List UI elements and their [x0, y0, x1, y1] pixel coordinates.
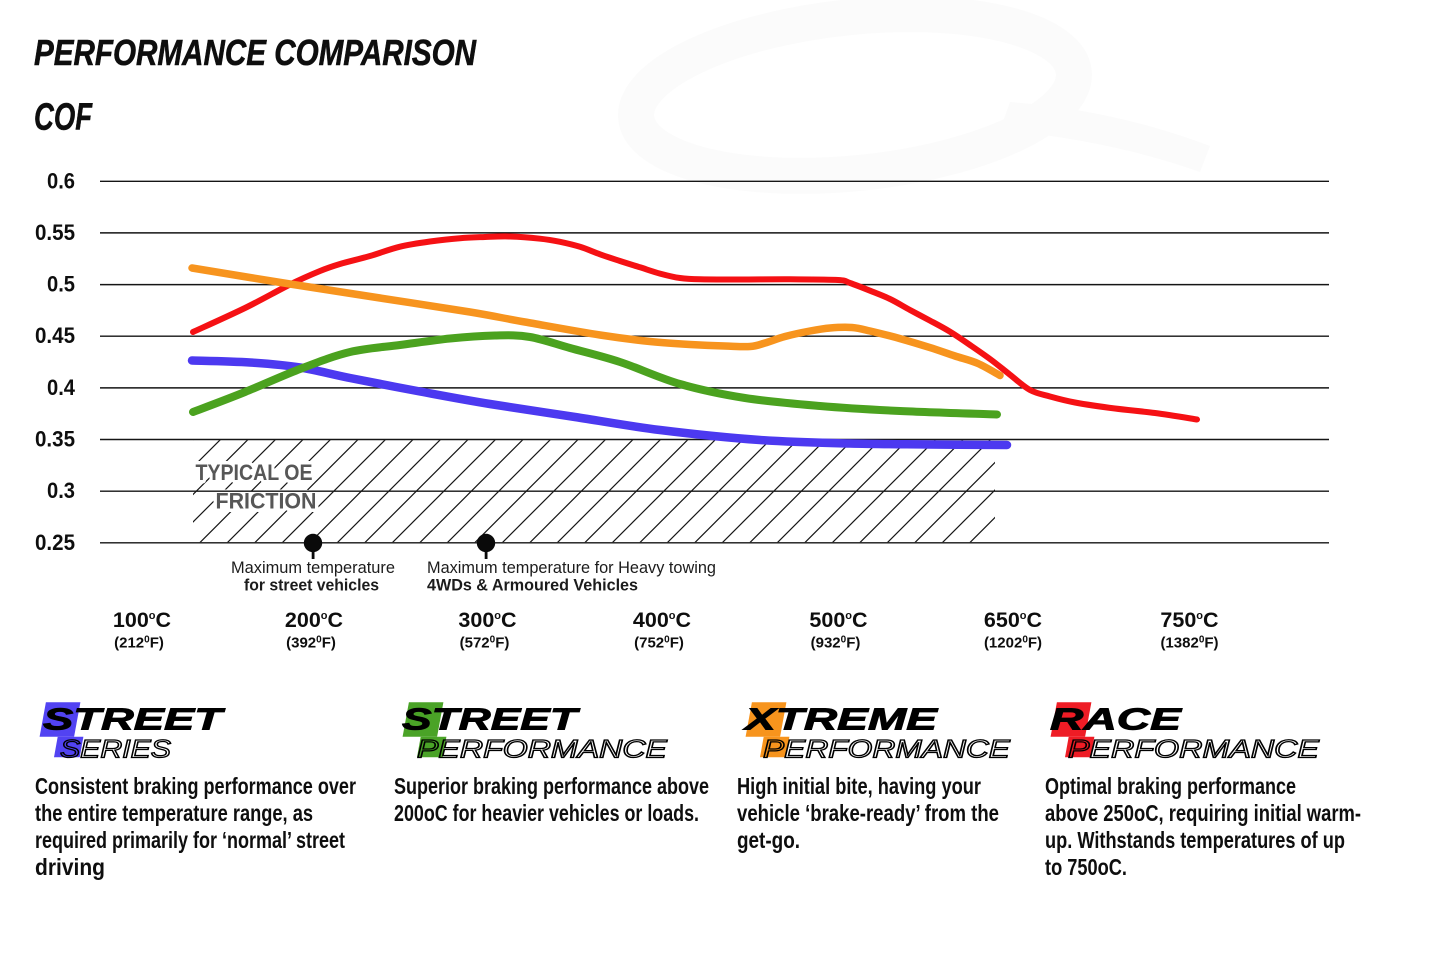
svg-text:for street vehicles: for street vehicles [244, 576, 379, 595]
svg-text:High initial bite, having your: High initial bite, having your [737, 773, 981, 799]
svg-text:0.45: 0.45 [35, 323, 75, 348]
svg-text:750oC: 750oC [1160, 608, 1218, 632]
svg-text:(2120F): (2120F) [114, 635, 164, 652]
svg-text:Optimal braking performance: Optimal braking performance [1045, 773, 1296, 799]
svg-text:vehicle ‘brake-ready’ from the: vehicle ‘brake-ready’ from the [737, 800, 999, 826]
svg-text:COF: COF [34, 97, 93, 139]
svg-text:(13820F): (13820F) [1160, 635, 1218, 652]
svg-text:get-go.: get-go. [737, 827, 800, 853]
svg-text:PERFORMANCE: PERFORMANCE [1068, 735, 1319, 763]
svg-text:4WDs & Armoured Vehicles: 4WDs & Armoured Vehicles [427, 576, 638, 595]
svg-text:driving: driving [35, 854, 105, 880]
svg-text:200oC for heavier vehicles or: 200oC for heavier vehicles or loads. [394, 800, 699, 826]
svg-text:200oC: 200oC [285, 608, 343, 632]
svg-text:STREET: STREET [402, 702, 581, 737]
svg-text:0.35: 0.35 [35, 427, 75, 452]
svg-text:to 750oC.: to 750oC. [1045, 854, 1127, 880]
svg-text:(5720F): (5720F) [460, 635, 510, 652]
svg-text:TYPICAL OE: TYPICAL OE [196, 460, 313, 485]
svg-text:(12020F): (12020F) [984, 635, 1042, 652]
svg-text:0.55: 0.55 [35, 220, 75, 245]
svg-text:(9320F): (9320F) [811, 635, 861, 652]
svg-text:up. Withstands temperatures of: up. Withstands temperatures of up [1045, 827, 1345, 853]
svg-text:(3920F): (3920F) [286, 635, 336, 652]
svg-text:XTREME: XTREME [742, 702, 939, 737]
svg-text:0.3: 0.3 [47, 478, 75, 503]
svg-text:SERIES: SERIES [60, 735, 171, 763]
svg-text:FRICTION: FRICTION [216, 489, 317, 514]
svg-text:STREET: STREET [43, 702, 226, 737]
svg-text:0.5: 0.5 [47, 272, 75, 297]
svg-text:650oC: 650oC [984, 608, 1042, 632]
svg-text:(7520F): (7520F) [634, 635, 684, 652]
svg-text:0.4: 0.4 [47, 375, 75, 400]
svg-text:Superior braking performance a: Superior braking performance above [394, 773, 709, 799]
svg-text:300oC: 300oC [458, 608, 516, 632]
svg-text:PERFORMANCE: PERFORMANCE [417, 735, 667, 763]
svg-text:100oC: 100oC [113, 608, 171, 632]
svg-text:RACE: RACE [1050, 702, 1183, 737]
svg-text:Maximum temperature for Heavy: Maximum temperature for Heavy towing [427, 558, 716, 577]
svg-text:TYPICAL OE: TYPICAL OE [196, 460, 313, 485]
svg-text:0.25: 0.25 [35, 530, 75, 555]
svg-text:required primarily for ‘normal: required primarily for ‘normal’ street [35, 827, 345, 853]
svg-text:500oC: 500oC [809, 608, 867, 632]
svg-text:PERFORMANCE: PERFORMANCE [763, 735, 1010, 763]
svg-text:above 250oC, requiring initial: above 250oC, requiring initial warm- [1045, 800, 1361, 826]
svg-text:400oC: 400oC [633, 608, 691, 632]
svg-text:PERFORMANCE COMPARISON: PERFORMANCE COMPARISON [34, 32, 477, 73]
svg-text:Maximum temperature: Maximum temperature [231, 558, 395, 577]
svg-text:0.6: 0.6 [47, 168, 75, 193]
svg-text:FRICTION: FRICTION [216, 489, 317, 514]
svg-text:the entire temperature range,: the entire temperature range, as [35, 800, 313, 826]
svg-text:Consistent braking performance: Consistent braking performance over [35, 773, 356, 799]
